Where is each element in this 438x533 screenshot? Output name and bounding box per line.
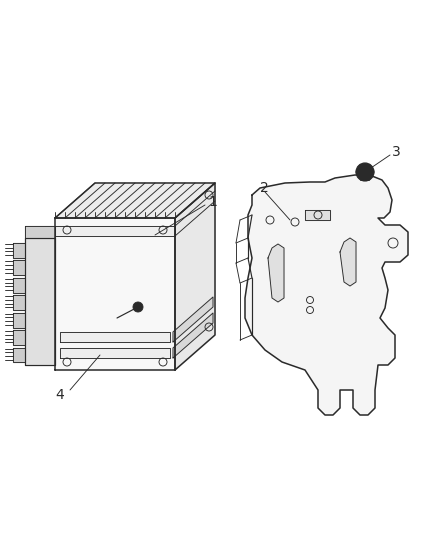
Polygon shape bbox=[55, 226, 175, 236]
Text: 1: 1 bbox=[208, 195, 216, 209]
Polygon shape bbox=[60, 348, 170, 358]
Circle shape bbox=[355, 163, 373, 181]
Text: 2: 2 bbox=[259, 181, 268, 195]
Polygon shape bbox=[60, 332, 170, 342]
Polygon shape bbox=[25, 238, 55, 365]
Polygon shape bbox=[13, 348, 25, 362]
Polygon shape bbox=[13, 295, 25, 310]
Polygon shape bbox=[339, 238, 355, 286]
Polygon shape bbox=[13, 330, 25, 345]
Polygon shape bbox=[267, 244, 283, 302]
Polygon shape bbox=[175, 183, 215, 370]
Text: 4: 4 bbox=[55, 388, 64, 402]
Polygon shape bbox=[13, 261, 25, 275]
Circle shape bbox=[133, 302, 143, 312]
Polygon shape bbox=[25, 226, 55, 238]
Polygon shape bbox=[13, 243, 25, 258]
Polygon shape bbox=[13, 313, 25, 328]
Polygon shape bbox=[13, 278, 25, 293]
Polygon shape bbox=[55, 218, 175, 370]
Circle shape bbox=[359, 167, 369, 177]
Text: 3: 3 bbox=[391, 145, 400, 159]
Polygon shape bbox=[304, 210, 329, 220]
Polygon shape bbox=[55, 183, 215, 218]
Polygon shape bbox=[244, 175, 407, 415]
Polygon shape bbox=[173, 313, 212, 358]
Polygon shape bbox=[173, 297, 212, 342]
